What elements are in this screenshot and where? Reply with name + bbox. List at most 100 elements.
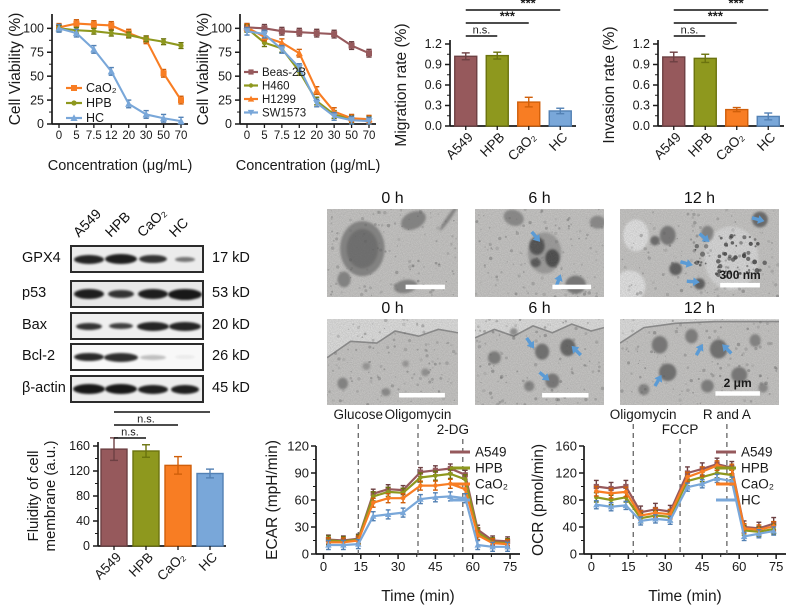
x-tick-label: 0 [588,559,595,574]
significance-label: n.s. [137,414,155,426]
x-category-label: HC [546,129,571,154]
series-marker [740,533,748,540]
series-marker [417,495,424,502]
series-marker [126,32,132,38]
series-marker [371,500,376,505]
wb-band [73,353,104,361]
series-marker [433,483,438,488]
x-tick-label: 50 [157,130,170,142]
tem-arrow-icon [525,336,535,349]
bar [164,464,192,547]
y-tick-label: 80 [76,489,90,503]
series-marker [355,540,362,547]
scale-bar [552,284,592,290]
series-marker [489,543,496,550]
y-axis-title: Fluidity of cell [25,451,42,542]
series-marker [400,496,406,501]
series-marker [653,510,658,516]
significance-label: *** [521,0,537,11]
y-tick-label: 0.0 [425,119,442,133]
wb-band [175,355,196,359]
chart-svg: 0.0 0.3 0.6 0.9 1.2 Invasion rate (%) A549 HPBC… [601,0,784,163]
wb-band [171,384,200,394]
series-marker [260,31,269,38]
series-marker [331,31,338,38]
y-tick-label: 40 [76,514,90,528]
bar [132,450,160,547]
grain-texture [327,319,458,405]
legend-label: A549 [475,445,507,460]
tem-arrow-icon [722,344,733,355]
chart-svg: 0 30 60 90 120 0 15 30 45 60 75 ECAR (mpH/min) Time … [264,407,520,605]
series-marker [608,497,614,503]
legend-label: H1299 [262,94,296,106]
x-tick-label: 70 [175,130,188,142]
wb-blot-strip [70,312,204,340]
wb-band [140,354,167,360]
series-marker [593,501,600,508]
series-marker [248,69,254,75]
y-tick-label: 120 [287,439,309,454]
x-category-label: HC [754,129,779,154]
series-marker [108,22,115,29]
series-marker [699,480,706,487]
series-marker [313,99,321,107]
x-tick-label: 0 [56,130,62,142]
y-tick-label: 0 [83,539,90,553]
y-tick-label: 0.6 [425,78,442,92]
x-category-label: A549 [443,130,476,163]
bar [693,57,717,127]
tem-image: 300 nm [620,209,779,297]
series-marker [622,502,630,508]
scale-bar [399,392,445,398]
legend-label: SW1573 [262,108,306,120]
y-tick-label: 0 [570,547,577,562]
series-marker [90,21,97,28]
series-marker [73,20,80,27]
x-tick-label: 12 [105,130,118,142]
legend-label: HC [741,493,761,508]
x-axis-title: Time (min) [648,588,721,605]
y-tick-label: 30 [295,520,309,535]
x-tick-label: 15 [354,559,368,574]
chart-svg: 0 40 80 120 160 0 15 30 45 60 75 OCR (pmol/min) Time… [530,407,786,605]
x-tick-label: 30 [328,130,341,142]
tem-arrow-icon [554,274,563,288]
series-marker [432,493,439,500]
wb-band [104,384,137,394]
tem-arrow-icon [653,374,663,387]
wb-protein-label: Bax [22,317,47,333]
series-marker [247,109,255,116]
significance-label: n.s. [121,427,139,439]
series-marker [418,475,423,480]
legend-label: HC [86,111,104,125]
wb-band [104,254,137,264]
y-tick-label: 0.9 [425,58,442,72]
y-tick-label: 0.3 [425,99,442,113]
scale-bar [720,282,760,288]
series-marker [313,30,320,37]
wb-kd-label: 26 kD [212,348,250,364]
series-marker [295,49,303,57]
chart-ocr: 0 40 80 120 160 0 15 30 45 60 75 OCR (pmol/min) Time… [528,406,798,606]
x-tick-label: 60 [465,559,479,574]
y-tick-label: 75 [218,45,232,59]
x-tick-label: 0 [320,559,327,574]
wb-lane-label: HC [165,214,192,240]
y-tick-label: 0 [225,117,232,131]
scale-bar-label: 300 nm [719,268,760,282]
series-marker [475,532,480,538]
y-tick-label: 160 [555,439,577,454]
wb-band [72,384,105,394]
chart-svg: 0.0 0.3 0.6 0.9 1.2 Migration rate (%) A549 HPB… [393,0,576,163]
series-marker [385,496,391,501]
wb-band [175,256,196,262]
series-marker [463,477,468,482]
series-marker [125,100,133,107]
x-tick-label: 60 [732,559,746,574]
x-category-label: A549 [91,550,124,583]
series-marker [247,95,255,102]
event-annotation: Oligomycin [610,407,677,422]
